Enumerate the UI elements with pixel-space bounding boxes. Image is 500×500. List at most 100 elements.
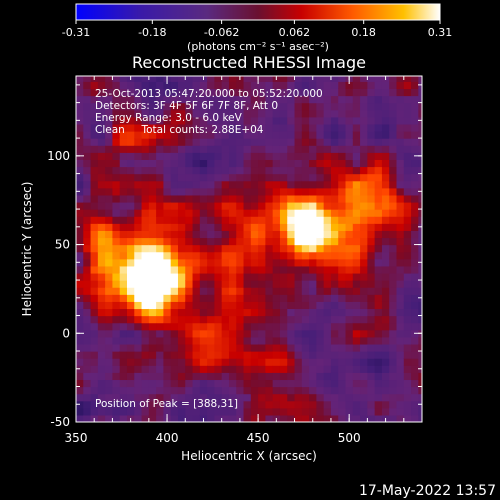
image-pixel	[374, 294, 383, 302]
image-pixel	[199, 379, 208, 388]
image-pixel	[316, 102, 325, 111]
image-pixel	[156, 301, 165, 310]
image-pixel	[272, 379, 281, 388]
image-pixel	[367, 109, 376, 118]
image-pixel	[243, 358, 252, 366]
image-pixel	[301, 102, 310, 111]
image-pixel	[185, 230, 194, 239]
image-pixel	[228, 173, 237, 182]
image-pixel	[76, 386, 84, 395]
image-pixel	[316, 223, 325, 231]
image-pixel	[141, 166, 150, 175]
image-pixel	[345, 159, 354, 168]
y-tick-label: 50	[55, 238, 70, 252]
image-pixel	[330, 216, 339, 224]
image-pixel	[112, 280, 121, 288]
image-pixel	[316, 230, 325, 239]
image-pixel	[170, 81, 179, 90]
image-pixel	[207, 216, 215, 224]
image-pixel	[76, 209, 84, 217]
image-pixel	[148, 152, 157, 160]
image-pixel	[316, 216, 325, 224]
image-pixel	[389, 287, 398, 295]
image-pixel	[134, 123, 143, 132]
image-pixel	[381, 152, 390, 160]
image-pixel	[112, 358, 121, 366]
image-pixel	[309, 159, 317, 168]
image-pixel	[323, 166, 332, 175]
image-pixel	[105, 173, 114, 182]
image-pixel	[258, 372, 266, 381]
image-pixel	[141, 159, 150, 168]
image-pixel	[221, 280, 230, 288]
image-pixel	[126, 123, 135, 132]
image-pixel	[279, 95, 288, 104]
image-pixel	[258, 336, 266, 345]
image-pixel	[301, 76, 310, 82]
image-pixel	[411, 237, 419, 246]
image-pixel	[170, 343, 179, 352]
image-pixel	[330, 294, 339, 302]
image-pixel	[323, 216, 332, 224]
image-pixel	[105, 102, 114, 111]
image-pixel	[272, 386, 281, 395]
image-pixel	[272, 223, 281, 231]
image-pixel	[301, 209, 310, 217]
image-pixel	[163, 201, 172, 210]
image-pixel	[294, 88, 303, 97]
image-pixel	[192, 173, 201, 182]
image-pixel	[236, 379, 245, 388]
image-pixel	[243, 131, 252, 139]
image-pixel	[301, 244, 310, 253]
image-pixel	[163, 230, 172, 239]
image-pixel	[97, 393, 106, 402]
image-pixel	[396, 351, 405, 359]
image-pixel	[156, 116, 165, 125]
image-pixel	[287, 294, 296, 302]
image-pixel	[148, 180, 157, 189]
image-pixel	[360, 358, 368, 366]
image-pixel	[360, 393, 368, 402]
image-pixel	[411, 308, 419, 317]
image-pixel	[97, 272, 106, 281]
image-pixel	[367, 379, 376, 388]
image-pixel	[148, 272, 157, 281]
image-pixel	[411, 173, 419, 182]
image-pixel	[170, 287, 179, 295]
image-pixel	[403, 131, 412, 139]
image-pixel	[250, 308, 259, 317]
image-pixel	[177, 308, 186, 317]
image-pixel	[374, 272, 383, 281]
image-pixel	[192, 159, 201, 168]
image-pixel	[330, 414, 339, 422]
image-pixel	[105, 201, 114, 210]
image-pixel	[185, 386, 194, 395]
image-pixel	[177, 358, 186, 366]
image-pixel	[301, 336, 310, 345]
image-pixel	[126, 88, 135, 97]
image-pixel	[345, 194, 354, 203]
image-pixel	[90, 280, 99, 288]
image-pixel	[192, 216, 201, 224]
image-pixel	[148, 166, 157, 175]
image-pixel	[396, 123, 405, 132]
image-pixel	[105, 280, 114, 288]
image-pixel	[374, 187, 383, 196]
image-pixel	[119, 386, 128, 395]
image-pixel	[265, 272, 274, 281]
image-pixel	[228, 152, 237, 160]
image-pixel	[330, 301, 339, 310]
image-pixel	[250, 258, 259, 267]
image-pixel	[141, 102, 150, 111]
image-pixel	[279, 265, 288, 274]
image-pixel	[141, 95, 150, 104]
image-pixel	[207, 343, 215, 352]
image-pixel	[126, 244, 135, 253]
image-pixel	[141, 351, 150, 359]
image-pixel	[90, 194, 99, 203]
image-pixel	[360, 166, 368, 175]
image-pixel	[287, 315, 296, 324]
image-pixel	[411, 358, 419, 366]
image-pixel	[294, 358, 303, 366]
image-pixel	[360, 138, 368, 146]
